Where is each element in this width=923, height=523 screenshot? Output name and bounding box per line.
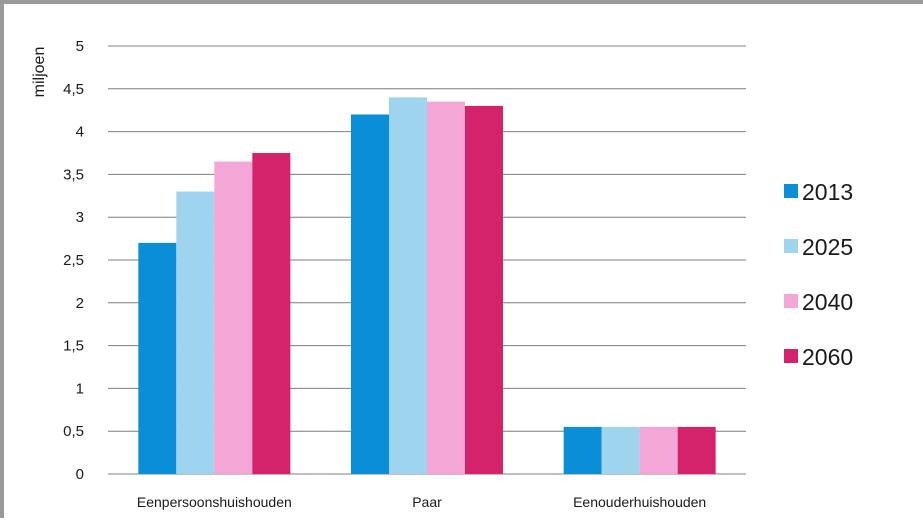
bar-2013-2 — [351, 114, 389, 474]
y-tick-label: 4,5 — [63, 81, 84, 98]
legend: 2013 2025 2040 2060 — [784, 179, 853, 370]
bar-2060-3 — [677, 426, 716, 474]
legend-label-2013: 2013 — [802, 179, 853, 205]
x-axis-labels: Eenpersoonshuishouden Paar Eenouderhuishou… — [137, 494, 706, 510]
y-tick-label: 2 — [76, 295, 84, 312]
legend-label-2025: 2025 — [802, 234, 853, 260]
legend-label-2040: 2040 — [802, 289, 853, 315]
bar-2040-2 — [427, 101, 465, 474]
bars — [138, 97, 716, 475]
bar-2040-1 — [214, 161, 253, 474]
y-tick-label: 4 — [76, 124, 84, 141]
bar-chart: miljoen 0 0,5 1 1,5 2 2,5 3 3,5 4 4,5 5 Eenpersoon… — [31, 38, 853, 510]
y-tick-label: 5 — [76, 38, 84, 55]
x-category-label: Eenouderhuishouden — [573, 494, 706, 510]
legend-swatch-2040 — [784, 294, 798, 308]
y-tick-label: 1,5 — [63, 338, 84, 355]
legend-swatch-2025 — [784, 239, 798, 253]
y-tick-label: 1 — [76, 380, 84, 397]
bar-2025-2 — [389, 97, 427, 475]
bar-2060-1 — [252, 153, 291, 474]
bar-2040-3 — [639, 426, 678, 474]
legend-swatch-2013 — [784, 184, 798, 198]
bar-2013-3 — [563, 426, 602, 474]
y-tick-label: 0 — [76, 466, 84, 483]
legend-swatch-2060 — [784, 349, 798, 363]
y-tick-label: 0,5 — [63, 423, 84, 440]
x-category-label: Paar — [412, 494, 442, 510]
bar-2013-1 — [138, 242, 177, 474]
y-tick-label: 2,5 — [63, 252, 84, 269]
y-axis-label: miljoen — [31, 47, 48, 98]
bar-2025-3 — [601, 426, 640, 474]
bar-2060-2 — [465, 105, 503, 475]
bar-2025-1 — [176, 191, 215, 474]
x-category-label: Eenpersoonshuishouden — [137, 494, 292, 510]
y-axis-ticks: 0 0,5 1 1,5 2 2,5 3 3,5 4 4,5 5 — [63, 38, 84, 483]
y-tick-label: 3 — [76, 209, 84, 226]
y-tick-label: 3,5 — [63, 166, 84, 183]
legend-label-2060: 2060 — [802, 344, 853, 370]
